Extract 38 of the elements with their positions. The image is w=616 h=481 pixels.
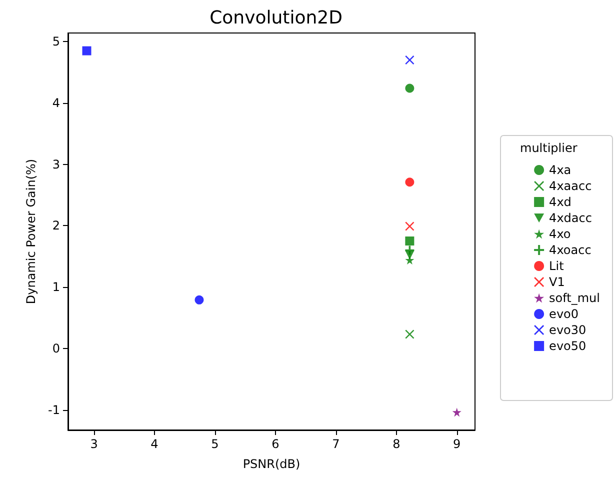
y-tick-label: 5 — [52, 34, 60, 49]
y-tick-label: 0 — [52, 341, 60, 356]
x-tick-label: 5 — [211, 437, 219, 451]
y-axis-title: Dynamic Power Gain(%) — [24, 158, 38, 304]
point — [405, 256, 414, 265]
chart-title: Convolution2D — [210, 8, 342, 28]
y-tick-label: 4 — [52, 96, 60, 110]
legend-label: 4xa — [549, 163, 572, 177]
point — [405, 56, 414, 64]
x-tick-label: 6 — [272, 437, 280, 451]
point — [405, 178, 414, 187]
legend-label: evo50 — [549, 339, 586, 353]
point — [405, 84, 414, 93]
y-tick-label: 3 — [52, 157, 60, 172]
y-tick-label: -1 — [48, 402, 60, 417]
legend-title: multiplier — [520, 141, 578, 155]
legend-label: evo0 — [549, 307, 579, 321]
legend-label: 4xaacc — [549, 179, 592, 193]
legend-label: 4xoacc — [549, 243, 592, 257]
x-tick-label: 9 — [453, 437, 461, 451]
legend-label: 4xdacc — [549, 211, 592, 225]
legend-label: V1 — [549, 275, 565, 289]
point — [405, 236, 414, 246]
x-tick-label: 4 — [150, 437, 158, 451]
point — [194, 295, 204, 304]
legend-label: 4xd — [549, 195, 572, 209]
legend-label: Lit — [549, 259, 564, 273]
y-tick-label: 1 — [52, 280, 60, 294]
x-tick-label: 3 — [90, 437, 98, 451]
x-tick-label: 7 — [332, 437, 340, 451]
x-axis-title: PSNR(dB) — [242, 457, 300, 471]
legend-label: soft_mul — [549, 291, 600, 305]
legend-label: evo30 — [549, 323, 586, 337]
x-tick-label: 8 — [392, 437, 400, 451]
point — [82, 46, 92, 56]
point — [452, 408, 462, 417]
y-tick-label: 2 — [52, 218, 60, 233]
legend-label: 4xo — [549, 227, 571, 241]
